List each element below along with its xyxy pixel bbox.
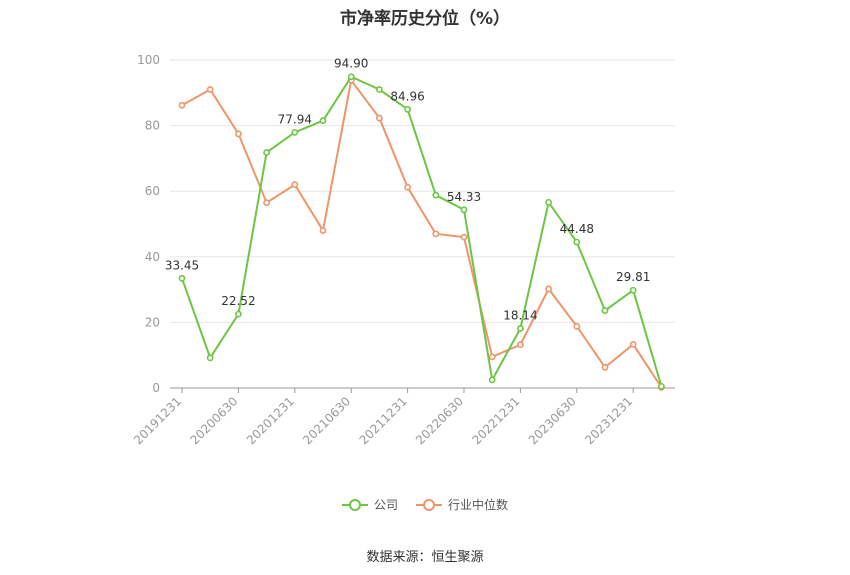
data-point bbox=[291, 128, 299, 136]
data-label: 29.81 bbox=[616, 270, 650, 284]
series-line-0 bbox=[181, 75, 663, 387]
data-point bbox=[573, 322, 581, 330]
chart-title: 市净率历史分位（%） bbox=[339, 9, 511, 29]
x-tick-label: 20200630 bbox=[187, 394, 240, 447]
legend-item-industry-median[interactable]: 行业中位数 bbox=[416, 496, 508, 513]
data-point bbox=[460, 206, 468, 214]
legend-swatch-industry-median bbox=[416, 498, 442, 512]
data-point bbox=[404, 183, 411, 191]
x-tick-label: 20191231 bbox=[131, 394, 184, 447]
legend-item-company[interactable]: 公司 bbox=[341, 496, 398, 513]
x-tick-label: 20201231 bbox=[244, 394, 297, 447]
data-point bbox=[573, 238, 581, 246]
data-point bbox=[206, 354, 214, 362]
data-point bbox=[545, 285, 552, 293]
data-label: 94.90 bbox=[334, 57, 368, 71]
data-point bbox=[517, 325, 524, 332]
data-label: 77.94 bbox=[278, 112, 312, 126]
data-point bbox=[234, 130, 242, 138]
legend: 公司 行业中位数 bbox=[0, 496, 850, 513]
x-tick-label: 20231231 bbox=[582, 394, 635, 447]
data-label: 44.48 bbox=[560, 222, 594, 236]
y-tick-label: 100 bbox=[137, 53, 160, 67]
data-point bbox=[234, 310, 242, 318]
data-label: 22.52 bbox=[221, 294, 255, 308]
data-point bbox=[347, 73, 355, 81]
data-point bbox=[545, 198, 552, 206]
data-label: 33.45 bbox=[165, 258, 199, 272]
data-point bbox=[178, 274, 186, 282]
legend-label-company: 公司 bbox=[373, 498, 398, 512]
data-point bbox=[488, 353, 496, 361]
data-label: 54.33 bbox=[447, 190, 481, 204]
x-tick-label: 20220630 bbox=[413, 394, 466, 447]
data-point bbox=[178, 101, 186, 109]
x-tick-label: 20211231 bbox=[357, 394, 410, 447]
x-tick-label: 20210630 bbox=[300, 394, 353, 447]
data-point bbox=[263, 149, 270, 156]
data-point bbox=[601, 363, 609, 371]
data-point bbox=[375, 86, 383, 93]
data-point bbox=[432, 230, 440, 238]
data-label: 84.96 bbox=[390, 89, 424, 103]
y-tick-label: 20 bbox=[145, 315, 160, 329]
y-tick-label: 80 bbox=[145, 119, 160, 133]
x-tick-label: 20230630 bbox=[526, 394, 579, 447]
data-point bbox=[517, 341, 524, 349]
y-tick-label: 40 bbox=[145, 250, 160, 264]
data-point bbox=[263, 199, 270, 207]
x-tick-label: 20221231 bbox=[469, 394, 522, 447]
data-point bbox=[488, 376, 496, 384]
legend-swatch-company bbox=[341, 498, 368, 512]
data-point bbox=[319, 227, 327, 234]
data-point bbox=[319, 117, 327, 125]
data-point bbox=[629, 286, 637, 294]
data-point bbox=[658, 382, 665, 390]
source-note: 数据来源：恒生聚源 bbox=[366, 550, 484, 565]
data-point bbox=[404, 105, 411, 113]
series-line-1 bbox=[181, 77, 663, 388]
data-point bbox=[375, 114, 383, 122]
data-point bbox=[432, 191, 440, 199]
legend-label-industry-median: 行业中位数 bbox=[448, 498, 509, 512]
data-point bbox=[460, 233, 468, 241]
data-point bbox=[206, 86, 214, 93]
data-point bbox=[629, 340, 637, 348]
y-tick-label: 60 bbox=[145, 184, 160, 198]
data-point bbox=[291, 181, 299, 189]
data-point bbox=[601, 307, 609, 314]
y-tick-label: 0 bbox=[152, 381, 160, 395]
data-label: 18.14 bbox=[503, 309, 537, 323]
